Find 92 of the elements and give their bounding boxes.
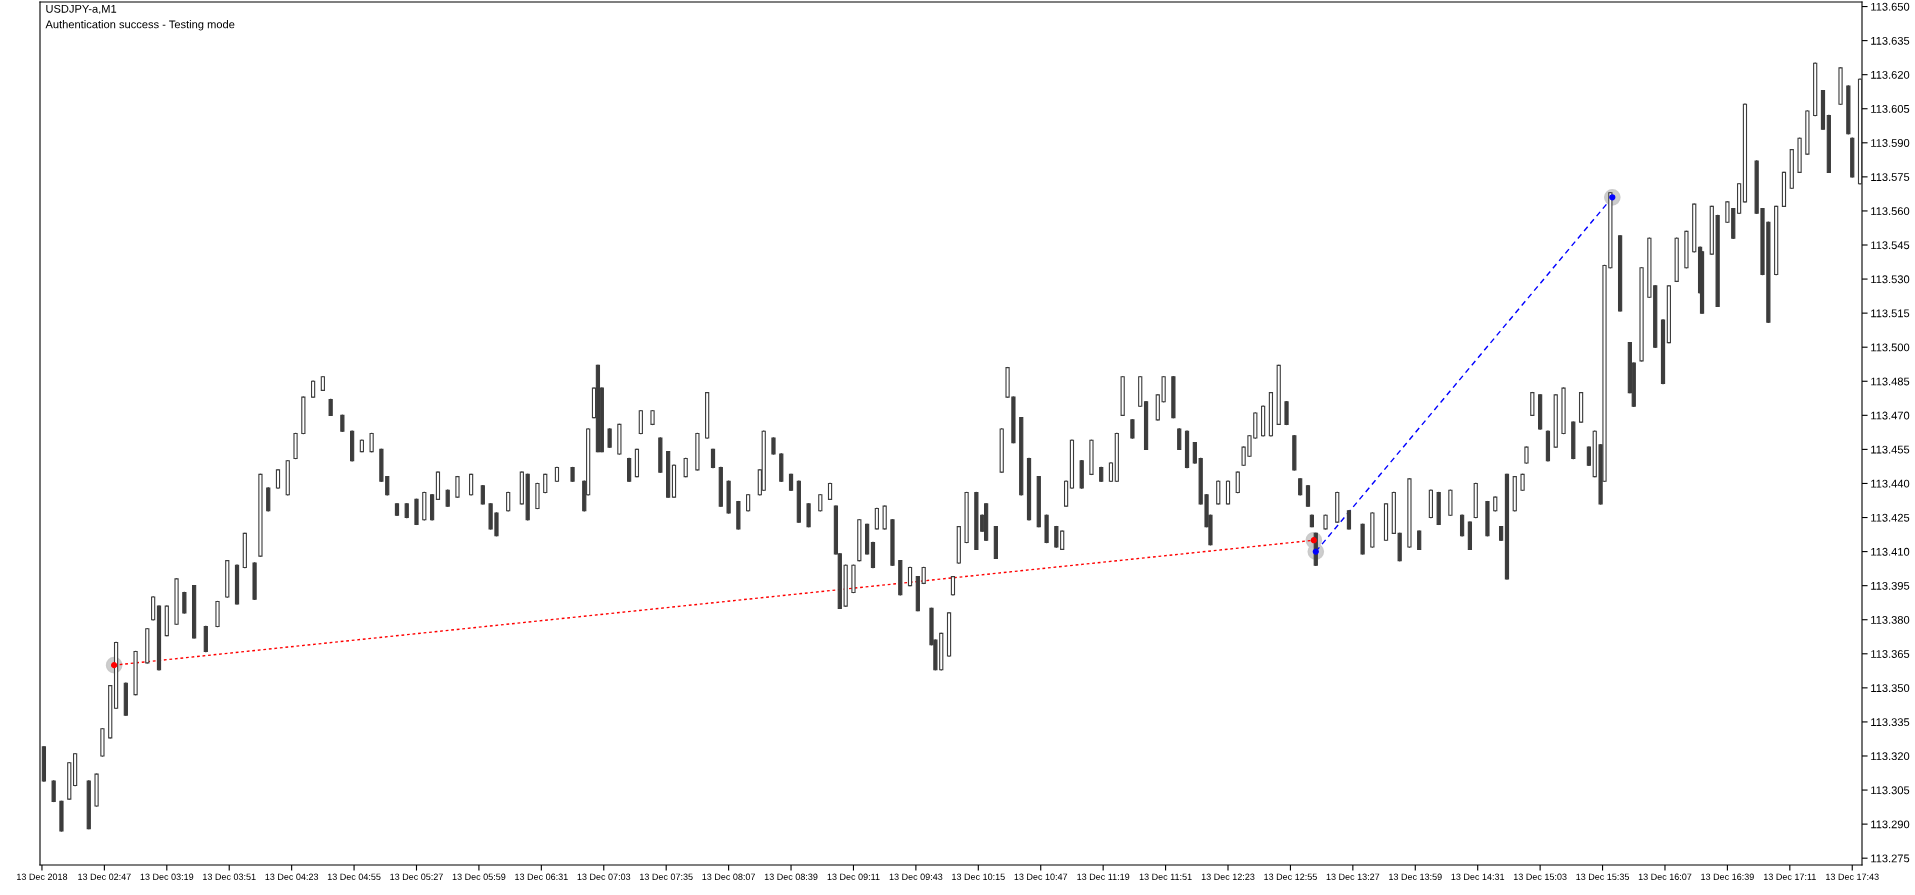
candlestick [275,469,281,489]
candlestick [874,507,879,530]
x-tick-label: 13 Dec 13:59 [1389,873,1442,880]
y-tick-label: 113.515 [1871,309,1910,318]
candlestick [1216,480,1221,505]
y-tick-label: 113.500 [1871,343,1910,352]
candlestick [469,473,474,496]
x-tick-label: 13 Dec 08:07 [702,873,756,880]
y-tick-label: 113.470 [1871,411,1910,420]
x-tick-label: 13 Dec 17:11 [1763,873,1816,880]
candlestick [1130,419,1135,439]
x-tick-label: 13 Dec 15:03 [1513,873,1567,880]
candlestick [806,503,811,528]
annotation: Authentication success - Testing mode [45,20,235,31]
y-tick-label: 113.440 [1871,479,1910,488]
y-tick-label: 113.305 [1871,786,1910,795]
x-tick-label: 13 Dec 08:39 [764,873,818,880]
candlestick [151,596,156,621]
y-tick-label: 113.395 [1871,581,1910,590]
y-tick-label: 113.455 [1871,445,1910,454]
candlestick [506,491,511,512]
y-tick-label: 113.545 [1871,241,1910,250]
x-tick-label: 13 Dec 12:23 [1201,873,1255,880]
candlestick [607,428,612,448]
x-tick-label: 13 Dec 16:07 [1638,873,1692,880]
candlestick [638,410,643,435]
candlestick [543,473,548,494]
candlestick [1284,401,1289,426]
candlestick [1459,514,1465,537]
x-tick-label: 13 Dec 14:31 [1451,873,1505,880]
x-tick-label: 13 Dec 10:15 [952,873,1005,880]
candlestick [1177,428,1182,451]
y-tick-label: 113.350 [1871,684,1910,692]
chart-title: USDJPY-a,M1 [46,4,117,15]
candlestick [1305,485,1311,507]
candlestick [1586,446,1592,466]
y-tick-label: 113.650 [1871,2,1910,11]
candlestick [907,566,913,587]
x-tick-label: 13 Dec 2018 [17,873,68,880]
x-tick-label: 13 Dec 11:19 [1077,873,1130,880]
x-tick-label: 13 Dec 02:47 [78,873,131,880]
y-tick-label: 113.530 [1871,275,1910,284]
x-tick-label: 13 Dec 16:39 [1701,873,1754,880]
x-tick-label: 13 Dec 04:23 [265,873,319,880]
x-tick-label: 13 Dec 03:19 [140,873,194,880]
y-tick-label: 113.485 [1871,377,1910,386]
x-tick-label: 13 Dec 06:31 [515,873,568,880]
y-tick-label: 113.275 [1871,854,1910,863]
x-tick-label: 13 Dec 05:27 [390,873,443,880]
y-tick-label: 113.320 [1871,752,1910,761]
x-tick-label: 13 Dec 17:43 [1826,873,1879,880]
y-tick-label: 113.590 [1871,139,1910,147]
y-tick-label: 113.575 [1871,173,1910,182]
candlestick [1108,462,1114,482]
y-tick-label: 113.605 [1871,105,1910,113]
y-tick-label: 113.365 [1871,650,1910,658]
candlestick [683,457,688,478]
candlestick [882,505,887,530]
y-tick-label: 113.635 [1871,36,1910,45]
candlestick [1417,530,1422,551]
x-tick-label: 13 Dec 10:47 [1014,873,1068,880]
candlestick [480,485,485,505]
x-tick-label: 13 Dec 05:59 [452,873,506,880]
candlestick [710,448,716,469]
y-tick-label: 113.560 [1871,207,1910,216]
x-tick-label: 13 Dec 03:51 [203,873,256,880]
candlestick [627,457,632,482]
y-tick-label: 113.335 [1871,718,1910,727]
candlestick [1225,480,1231,505]
x-tick-label: 13 Dec 07:35 [640,873,693,880]
candlestick [369,432,374,453]
x-tick-label: 13 Dec 13:27 [1326,873,1380,880]
x-tick-label: 13 Dec 15:35 [1576,873,1630,880]
x-tick-label: 13 Dec 04:55 [327,873,381,880]
y-tick-label: 113.620 [1871,70,1910,79]
y-tick-label: 113.380 [1871,615,1910,624]
x-tick-label: 13 Dec 09:43 [889,873,943,880]
x-tick-label: 13 Dec 11:51 [1139,873,1192,880]
x-tick-label: 13 Dec 07:03 [577,873,631,880]
candlestick [51,780,56,803]
candlestick [266,487,271,512]
y-tick-label: 113.290 [1871,820,1910,829]
y-tick-label: 113.425 [1871,513,1910,522]
x-tick-label: 13 Dec 12:55 [1264,873,1317,880]
candlestick [455,475,460,498]
candlestick [1235,471,1240,494]
y-tick-label: 113.410 [1871,547,1910,556]
candlestick [1346,510,1352,530]
candlestick [950,575,956,596]
x-tick-label: 13 Dec 09:11 [827,873,880,880]
candlestick [1530,391,1535,417]
candlestick [182,591,187,614]
